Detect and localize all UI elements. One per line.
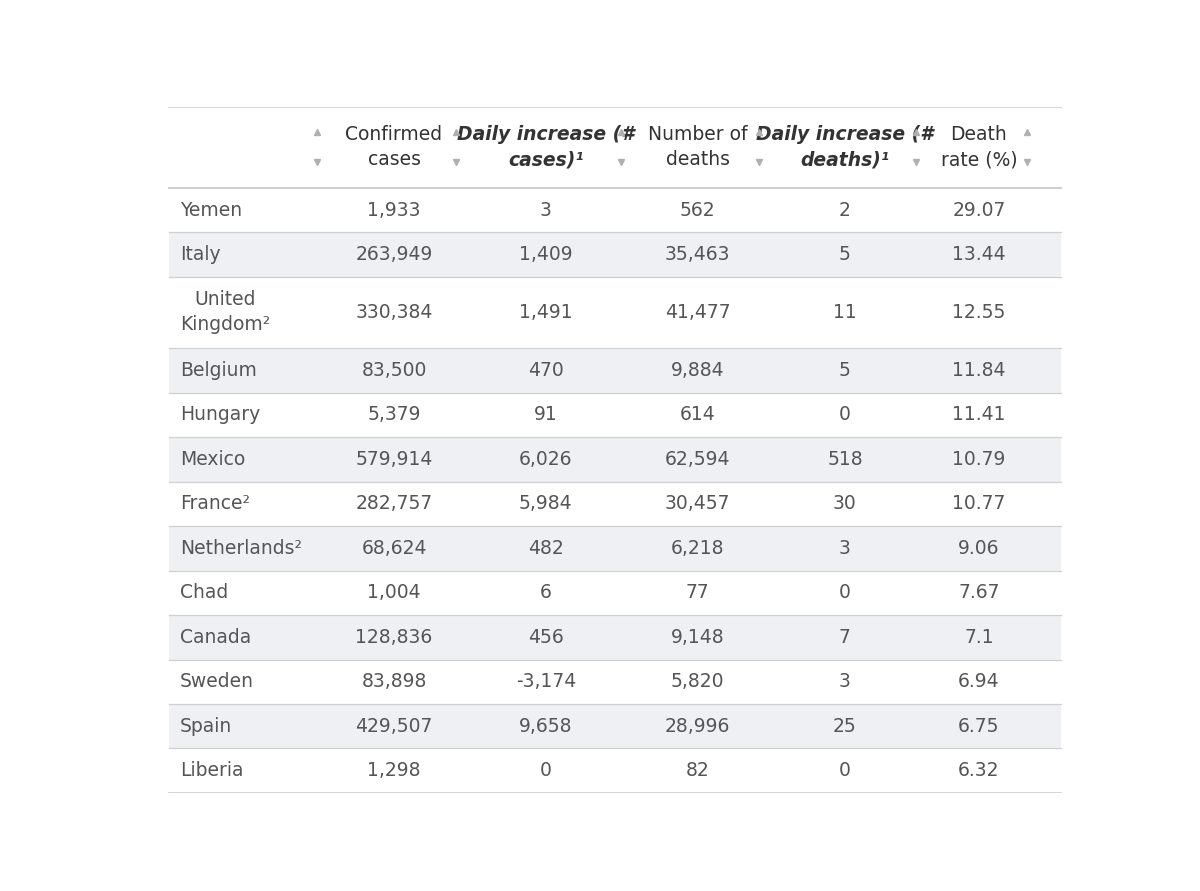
Text: 482: 482 [528, 539, 564, 558]
Text: Sweden: Sweden [180, 672, 253, 691]
Text: 282,757: 282,757 [355, 495, 433, 513]
Text: -3,174: -3,174 [516, 672, 576, 691]
Text: 9,884: 9,884 [671, 361, 725, 380]
Text: Chad: Chad [180, 584, 228, 602]
Text: 6: 6 [540, 584, 552, 602]
Bar [168, 570, 1061, 615]
Bar [168, 526, 1061, 570]
Text: 6.32: 6.32 [958, 761, 1000, 781]
Text: 562: 562 [679, 200, 715, 219]
Text: 0: 0 [839, 584, 851, 602]
Text: 62,594: 62,594 [665, 450, 731, 469]
Bar [168, 437, 1061, 481]
Bar [168, 481, 1061, 526]
Text: Italy: Italy [180, 245, 221, 264]
Text: Daily increase (#
deaths)¹: Daily increase (# deaths)¹ [756, 126, 934, 169]
Bar [168, 188, 1061, 233]
Text: 3: 3 [540, 200, 552, 219]
Text: 1,933: 1,933 [367, 200, 421, 219]
Text: Daily increase (#
cases)¹: Daily increase (# cases)¹ [457, 126, 635, 169]
Text: 470: 470 [528, 361, 564, 380]
Text: 6.75: 6.75 [958, 716, 1000, 736]
Text: 25: 25 [833, 716, 857, 736]
Text: United
Kingdom²: United Kingdom² [180, 290, 270, 334]
Text: Confirmed
cases: Confirmed cases [346, 126, 443, 169]
Text: 41,477: 41,477 [665, 303, 731, 322]
Text: 77: 77 [685, 584, 709, 602]
Text: 11.84: 11.84 [952, 361, 1006, 380]
Text: 30,457: 30,457 [665, 495, 731, 513]
Bar [168, 107, 1061, 188]
Text: Liberia: Liberia [180, 761, 244, 781]
Text: 12.55: 12.55 [952, 303, 1006, 322]
Text: 5,820: 5,820 [671, 672, 725, 691]
Text: Death
rate (%): Death rate (%) [941, 126, 1018, 169]
Bar [168, 277, 1061, 348]
Text: 5,984: 5,984 [518, 495, 572, 513]
Text: 13.44: 13.44 [952, 245, 1006, 264]
Text: 82: 82 [685, 761, 709, 781]
Text: 35,463: 35,463 [665, 245, 731, 264]
Text: France²: France² [180, 495, 250, 513]
Text: 9.06: 9.06 [958, 539, 1000, 558]
Text: Netherlands²: Netherlands² [180, 539, 301, 558]
Text: 5: 5 [839, 245, 851, 264]
Text: 5: 5 [839, 361, 851, 380]
Text: 429,507: 429,507 [355, 716, 433, 736]
Text: 30: 30 [833, 495, 857, 513]
Text: 330,384: 330,384 [355, 303, 433, 322]
Text: 91: 91 [534, 405, 558, 424]
Text: 0: 0 [839, 761, 851, 781]
Text: 11.41: 11.41 [952, 405, 1006, 424]
Bar [168, 615, 1061, 659]
Text: 28,996: 28,996 [665, 716, 731, 736]
Text: Number of
deaths: Number of deaths [648, 126, 748, 169]
Text: Mexico: Mexico [180, 450, 245, 469]
Text: Yemen: Yemen [180, 200, 242, 219]
Text: 2: 2 [839, 200, 851, 219]
Text: 1,409: 1,409 [518, 245, 572, 264]
Text: 7.1: 7.1 [964, 628, 994, 647]
Bar [168, 393, 1061, 437]
Text: 7: 7 [839, 628, 851, 647]
Text: 1,491: 1,491 [518, 303, 572, 322]
Bar [168, 348, 1061, 393]
Text: 9,148: 9,148 [671, 628, 725, 647]
Bar [168, 704, 1061, 748]
Text: 3: 3 [839, 672, 851, 691]
Text: 456: 456 [528, 628, 564, 647]
Text: 68,624: 68,624 [361, 539, 427, 558]
Text: 263,949: 263,949 [355, 245, 433, 264]
Text: 128,836: 128,836 [355, 628, 433, 647]
Text: 6,218: 6,218 [671, 539, 725, 558]
Text: 83,898: 83,898 [361, 672, 427, 691]
Text: 518: 518 [827, 450, 863, 469]
Bar [168, 233, 1061, 277]
Text: 0: 0 [540, 761, 552, 781]
Text: 11: 11 [833, 303, 857, 322]
Text: Spain: Spain [180, 716, 232, 736]
Text: Hungary: Hungary [180, 405, 260, 424]
Bar [168, 659, 1061, 704]
Text: 10.79: 10.79 [952, 450, 1006, 469]
Text: 6.94: 6.94 [958, 672, 1000, 691]
Text: Canada: Canada [180, 628, 251, 647]
Text: 6,026: 6,026 [520, 450, 572, 469]
Text: 29.07: 29.07 [952, 200, 1006, 219]
Text: 579,914: 579,914 [355, 450, 433, 469]
Text: 1,004: 1,004 [367, 584, 421, 602]
Text: 1,298: 1,298 [367, 761, 421, 781]
Text: 10.77: 10.77 [952, 495, 1006, 513]
Text: 0: 0 [839, 405, 851, 424]
Text: 3: 3 [839, 539, 851, 558]
Text: 614: 614 [679, 405, 715, 424]
Text: 83,500: 83,500 [361, 361, 427, 380]
Text: 9,658: 9,658 [520, 716, 572, 736]
Text: 5,379: 5,379 [367, 405, 421, 424]
Bar [168, 748, 1061, 793]
Text: Belgium: Belgium [180, 361, 257, 380]
Text: 7.67: 7.67 [958, 584, 1000, 602]
